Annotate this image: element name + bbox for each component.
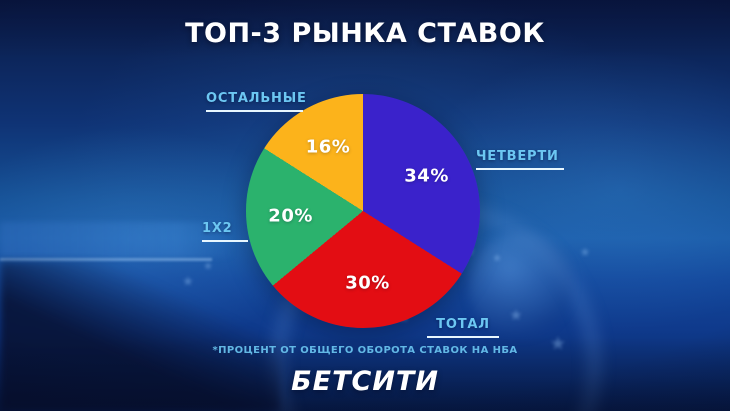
pie-percent-label-20: 20% — [268, 205, 313, 227]
pie-percent-label-30: 30% — [345, 272, 390, 294]
slice-callout-label: ТОТАЛ — [436, 317, 490, 332]
chart-title: ТОП-3 РЫНКА СТАВОК — [185, 18, 545, 49]
pie-percent-label-34: 34% — [404, 165, 449, 187]
slice-callout-chetverti: ЧЕТВЕРТИ — [476, 149, 564, 170]
slice-callout-ostalnye: ОСТАЛЬНЫЕ — [206, 91, 306, 112]
pie-percent-label-16: 16% — [305, 136, 351, 158]
brand-logo: БЕТСИТИ — [291, 366, 439, 397]
slice-callout-label: ОСТАЛЬНЫЕ — [206, 91, 307, 106]
slice-callout-label: ЧЕТВЕРТИ — [476, 149, 559, 164]
slice-callout-1x2: 1X2 — [202, 221, 248, 242]
pie-chart: 34% 30% 20% 16% — [246, 94, 480, 328]
slice-callout-total: ТОТАЛ — [427, 317, 499, 338]
footnote: *ПРОЦЕНТ ОТ ОБЩЕГО ОБОРОТА СТАВОК НА НБА — [212, 345, 518, 356]
slice-callout-label: 1X2 — [202, 221, 233, 236]
